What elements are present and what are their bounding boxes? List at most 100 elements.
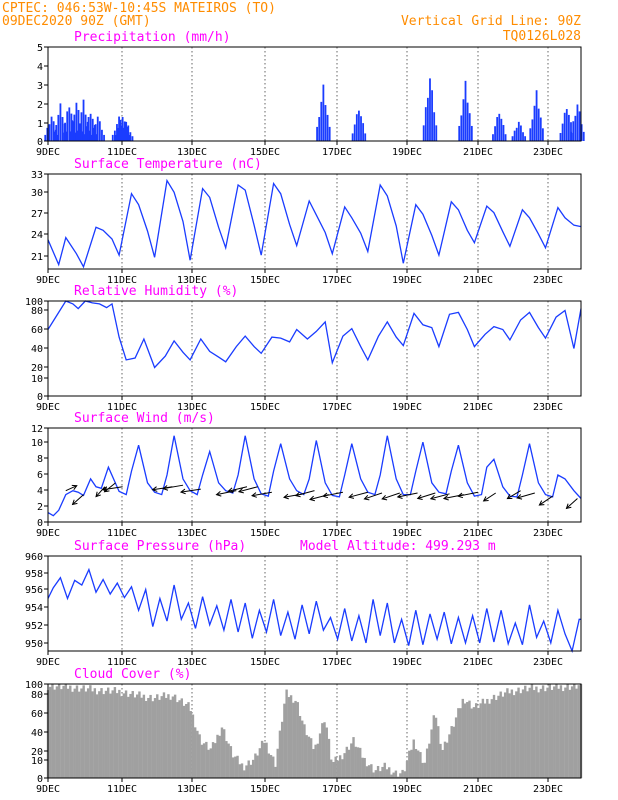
y-tick-label: 100 — [25, 680, 43, 691]
precip-bar — [92, 127, 95, 141]
cloud-bar — [136, 694, 139, 778]
precip-bar — [522, 132, 524, 141]
wind-arrow — [104, 482, 116, 493]
y-tick-label: 40 — [31, 728, 43, 739]
cloud-bar — [100, 688, 103, 778]
panel-title: Precipitation (mm/h) — [74, 30, 231, 45]
precip-bar — [94, 124, 97, 141]
wind-arrow-head — [416, 494, 423, 500]
precip-bar — [498, 113, 501, 141]
panel-frame — [47, 300, 582, 397]
x-tick-label: 21DEC — [463, 147, 493, 158]
precip-bar — [127, 125, 130, 141]
cloud-bar — [403, 771, 407, 778]
cloud-bar — [289, 695, 293, 778]
cloud-bar — [343, 753, 346, 778]
cloud-bar — [292, 702, 295, 778]
cloud-bar — [327, 738, 331, 778]
precip-bar — [360, 116, 362, 141]
precip-bar — [87, 117, 90, 141]
cloud-bar — [537, 692, 540, 778]
cloud-bar — [483, 703, 487, 778]
precip-bar — [353, 124, 356, 141]
cloud-bar — [296, 702, 299, 778]
cloud-bar — [265, 742, 268, 778]
precip-bar — [431, 90, 433, 141]
x-tick-label: 11DEC — [107, 402, 137, 413]
cloud-bar — [102, 694, 105, 778]
wind-arrow — [539, 495, 553, 506]
precip-bar — [358, 110, 360, 141]
cloud-bar — [546, 687, 549, 778]
x-tick-label: 11DEC — [107, 657, 137, 668]
precip-bar — [572, 121, 575, 141]
wind-arrow-head — [251, 492, 257, 498]
cloud-bar — [236, 755, 239, 778]
precip-bar — [364, 133, 367, 141]
cloud-bar — [256, 755, 259, 778]
precip-bar — [52, 121, 55, 141]
cloud-bar — [124, 690, 128, 778]
panel-1: Precipitation (mm/h) 0 1 2 3 4 5 9DEC 11DEC 13DEC… — [36, 30, 585, 158]
wind-arrow — [72, 494, 84, 505]
cloud-bar — [51, 684, 54, 778]
series-line — [47, 300, 582, 369]
cloud-bar — [437, 726, 440, 778]
wind-arrow — [397, 492, 418, 498]
wind-arrow-head — [101, 486, 108, 492]
precip-bar — [468, 113, 471, 141]
precip-bar — [570, 122, 572, 141]
precip-bar — [362, 123, 365, 141]
cloud-bar — [64, 684, 68, 778]
cloud-bar — [55, 686, 59, 778]
cloud-bar — [385, 769, 389, 778]
cloud-bar — [78, 691, 81, 778]
cloud-bar — [200, 744, 204, 778]
y-tick-label: 6 — [37, 470, 43, 481]
y-tick-label: 0 — [37, 137, 43, 148]
cloud-bar — [423, 762, 427, 778]
cloud-bar — [73, 688, 76, 778]
y-tick-label: 956 — [25, 585, 43, 596]
precip-bar — [115, 135, 118, 141]
cloud-bar — [214, 743, 217, 778]
precip-bar — [500, 118, 503, 141]
panel-frame — [47, 427, 582, 523]
cloud-bar — [439, 743, 442, 778]
precip-bar — [59, 103, 62, 141]
precip-bar — [561, 123, 564, 141]
x-tick-label: 17DEC — [322, 657, 352, 668]
cloud-bar — [323, 722, 326, 778]
cloud-bar — [361, 757, 364, 778]
cloud-bar — [238, 764, 241, 778]
cloud-bar — [381, 766, 384, 778]
x-tick-label: 13DEC — [177, 784, 207, 795]
cloud-bar — [53, 689, 56, 778]
cloud-bar — [321, 723, 324, 778]
cloud-bar — [535, 686, 538, 778]
cloud-bar — [550, 689, 554, 778]
panel-title: Relative Humidity (%) — [74, 284, 238, 299]
precip-bar — [511, 136, 514, 141]
x-tick-label: 19DEC — [392, 147, 422, 158]
wind-arrow-head — [381, 494, 388, 501]
wind-arrow-head — [71, 484, 78, 491]
precip-bar — [121, 117, 124, 141]
precip-bar — [504, 134, 507, 141]
cloud-bar — [566, 684, 569, 778]
cloud-bar — [508, 693, 511, 778]
cloud-bar — [506, 688, 509, 778]
precip-bar — [71, 120, 74, 141]
cloud-bar — [133, 697, 137, 778]
cloud-bar — [104, 690, 108, 778]
precip-bar — [576, 104, 579, 141]
cloud-bar — [497, 695, 500, 778]
cloud-bar — [350, 743, 353, 778]
y-tick-label: 10 — [31, 438, 43, 449]
wind-arrow-head — [506, 494, 513, 500]
cloud-bar — [57, 684, 61, 778]
precip-bar — [101, 129, 103, 141]
cloud-bar — [495, 699, 498, 778]
cloud-bar — [474, 703, 478, 778]
x-tick-label: 23DEC — [533, 402, 563, 413]
